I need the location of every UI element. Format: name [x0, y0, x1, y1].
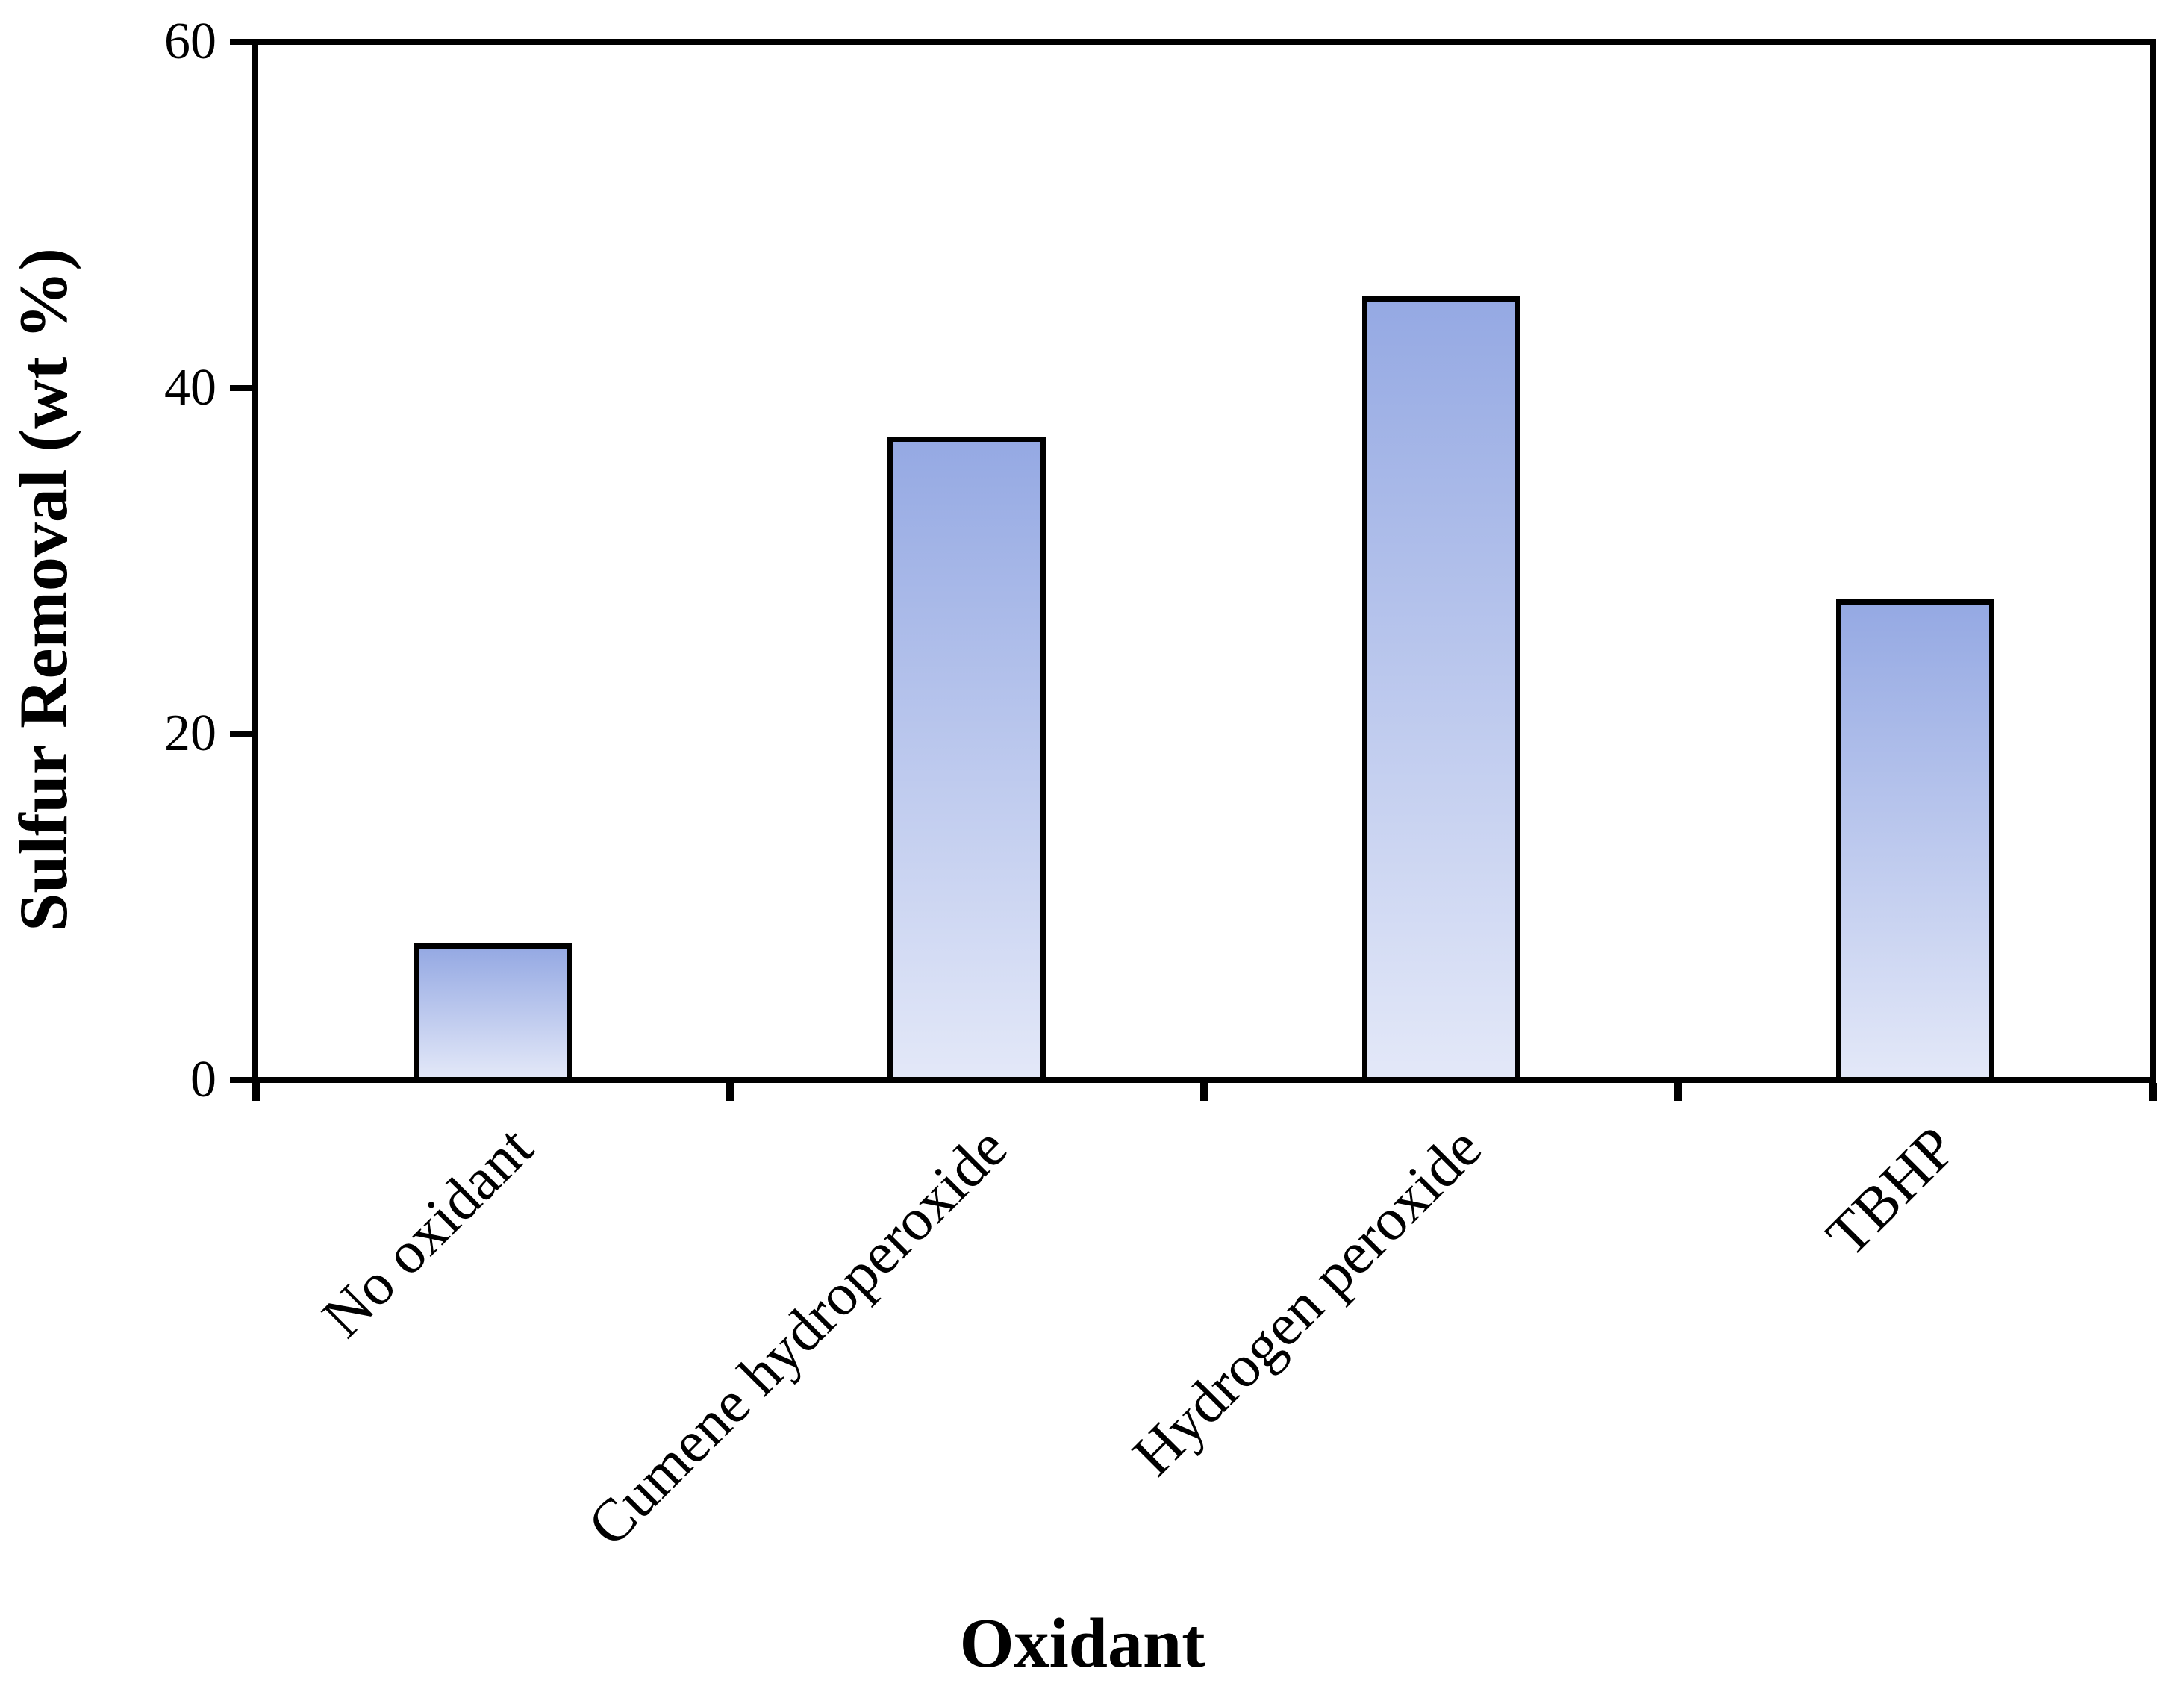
- y-tick-label-20: 20: [164, 705, 216, 762]
- y-tick-20: [230, 731, 255, 737]
- x-category-label-text: Cumene hydroperoxide: [575, 1114, 1020, 1559]
- x-category-label-text: Hydrogen peroxide: [1120, 1114, 1494, 1489]
- x-axis-title: Oxidant: [959, 1605, 1205, 1682]
- y-tick-40: [230, 385, 255, 391]
- x-tick-boundary-4: [2149, 1083, 2157, 1101]
- y-tick-60: [230, 39, 255, 45]
- x-tick-boundary-1: [726, 1083, 734, 1101]
- x-tick-boundary-0: [252, 1083, 260, 1101]
- x-tick-boundary-2: [1200, 1083, 1208, 1101]
- x-category-label-text: No oxidant: [310, 1114, 546, 1350]
- bar-tbhp: [1836, 599, 1994, 1083]
- y-tick-0: [230, 1077, 255, 1083]
- y-tick-label-0: 0: [190, 1051, 216, 1108]
- y-tick-label-60: 60: [164, 13, 216, 70]
- y-axis-title: Sulfur Removal (wt %): [5, 248, 81, 931]
- bar-hydrogen-peroxide: [1362, 296, 1520, 1083]
- y-tick-label-40: 40: [164, 359, 216, 416]
- x-category-label-text: TBHP: [1813, 1114, 1968, 1270]
- x-tick-boundary-3: [1674, 1083, 1682, 1101]
- bar-cumene-hydroperoxide: [887, 437, 1046, 1083]
- bar-no-oxidant: [414, 943, 572, 1083]
